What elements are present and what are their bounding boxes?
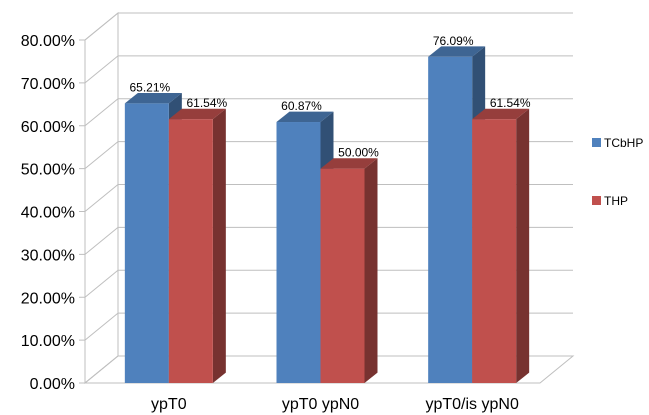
legend-swatch-tcbhp (592, 138, 601, 147)
bar-front (124, 103, 169, 384)
data-label: 61.54% (490, 96, 531, 110)
legend-label-thp: THP (604, 194, 628, 208)
data-label: 61.54% (186, 96, 227, 110)
y-tick-label: 70.00% (21, 76, 75, 93)
bar-top (320, 158, 378, 169)
y-tick-label: 0.00% (30, 376, 75, 393)
legend-label-tcbhp: TCbHP (604, 136, 643, 150)
y-tick-label: 40.00% (21, 205, 75, 222)
data-label: 60.87% (281, 99, 322, 113)
bar-side (516, 108, 530, 383)
bar-front (428, 56, 473, 383)
bar-side (364, 158, 378, 383)
bar-thp-0 (168, 108, 226, 383)
gridline (79, 141, 573, 170)
bar-thp-2 (472, 108, 530, 383)
bar-thp-1 (320, 158, 378, 383)
data-label: 76.09% (433, 34, 474, 48)
bars (124, 46, 530, 384)
bar-side (212, 108, 226, 383)
bar-top (472, 108, 530, 120)
data-label: 50.00% (338, 146, 379, 160)
y-tick-label: 10.00% (21, 333, 75, 350)
bar-front (276, 122, 321, 384)
bar-top (428, 46, 486, 57)
legend-swatch-thp (592, 196, 601, 205)
bar-front (168, 119, 213, 383)
category-label: ypT0 (151, 396, 187, 413)
category-labels: ypT0 ypT0 ypN0 ypT0/is ypN0 (151, 396, 519, 413)
bar-top (276, 111, 334, 123)
y-axis-ticks: 0.00% 10.00% 20.00% 30.00% 40.00% 50.00% 60.00… (21, 33, 75, 393)
y-tick-label: 20.00% (21, 290, 75, 307)
bar-top (168, 108, 226, 120)
y-tick-label: 60.00% (21, 119, 75, 136)
gridline (79, 12, 573, 41)
y-tick-label: 30.00% (21, 247, 75, 264)
data-label: 65.21% (129, 80, 170, 94)
category-label: ypT0 ypN0 (282, 396, 359, 413)
bar-top (124, 93, 182, 104)
legend: TCbHP THP (592, 136, 643, 208)
data-labels: 65.21% 61.54% 60.87% 50.00% 76.09% 61.54% (129, 34, 530, 160)
bar-front (472, 119, 517, 383)
gridline (79, 55, 573, 84)
bar-front (320, 168, 365, 383)
gridline (79, 98, 573, 127)
y-tick-label: 50.00% (21, 162, 75, 179)
category-label: ypT0/is ypN0 (425, 396, 518, 413)
y-tick-label: 80.00% (21, 33, 75, 50)
